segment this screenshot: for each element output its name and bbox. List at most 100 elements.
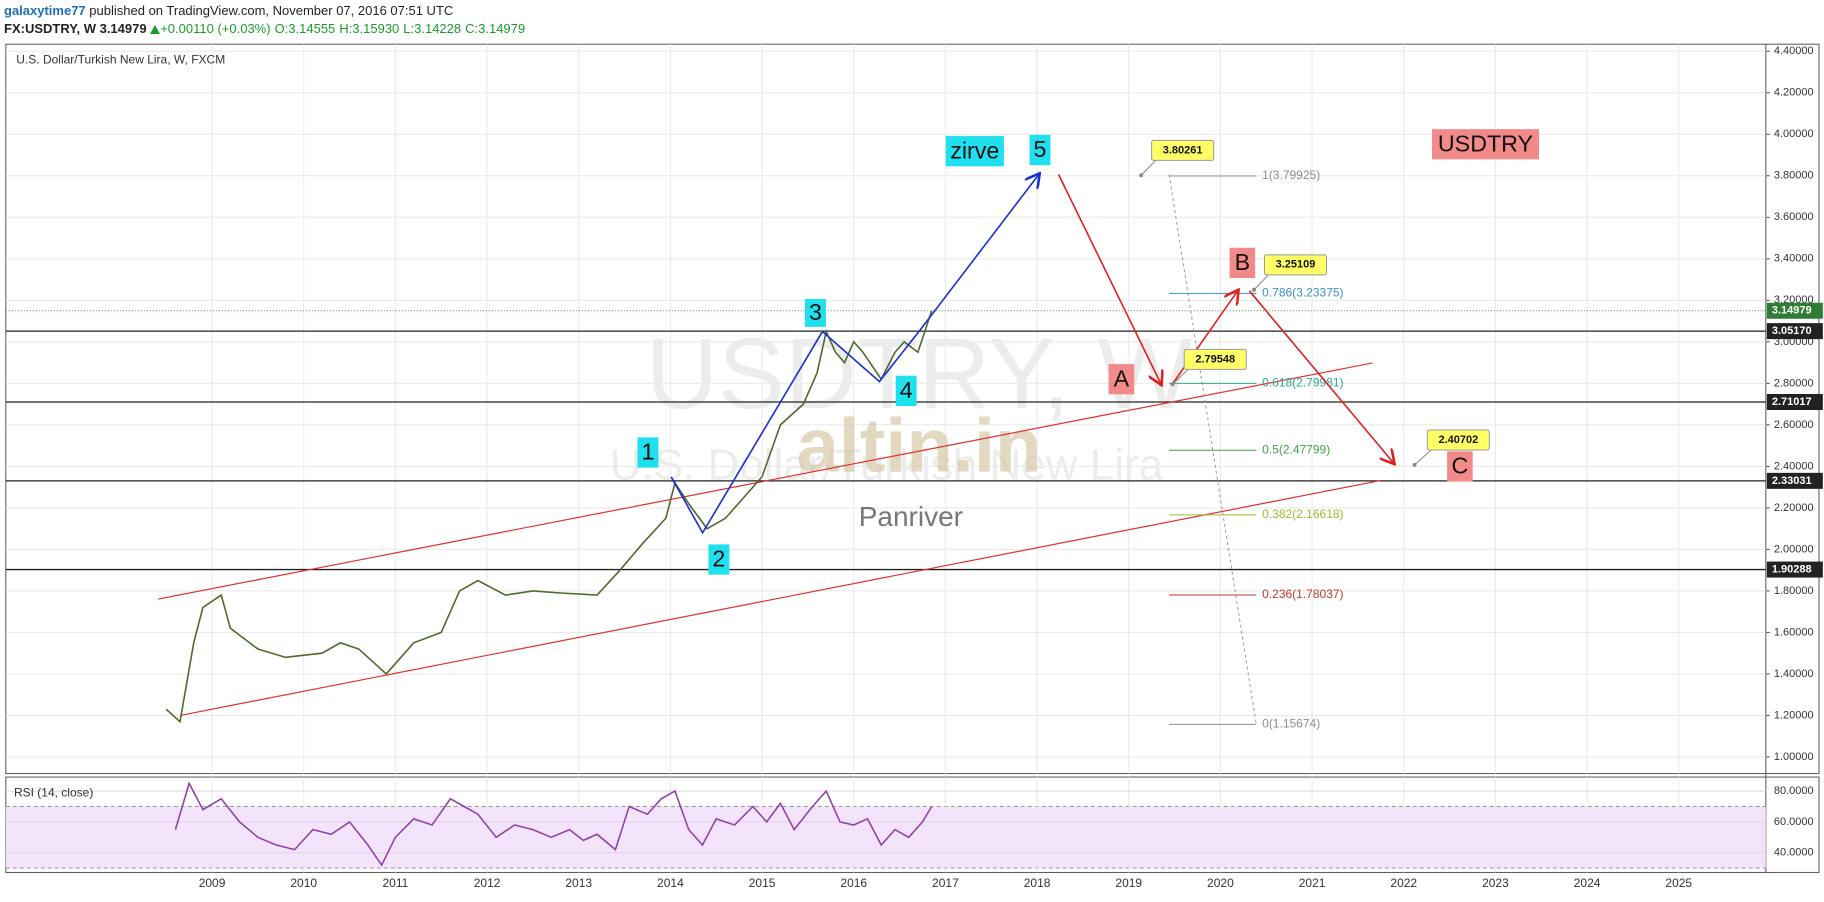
last-price-box xyxy=(1766,302,1823,319)
fib-trend xyxy=(1168,174,1257,725)
chart-title: U.S. Dollar/Turkish New Lira, W, FXCM xyxy=(16,53,225,67)
y-tick-label: 80.0000 xyxy=(1774,785,1814,797)
annotation-box xyxy=(804,298,826,327)
level-label: 1.90288 xyxy=(1772,563,1812,575)
up-icon xyxy=(150,25,161,35)
callout-label: 2.79548 xyxy=(1195,353,1235,365)
level-label: 2.33031 xyxy=(1772,475,1812,487)
x-tick-label: 2017 xyxy=(932,876,959,890)
annotation: zirve xyxy=(950,137,999,163)
x-tick-label: 2018 xyxy=(1024,876,1051,890)
callout-anchor xyxy=(1252,287,1256,292)
x-tick-label: 2025 xyxy=(1665,876,1692,890)
fib-label: 1(3.79925) xyxy=(1262,168,1320,182)
annotation: B xyxy=(1235,249,1251,275)
annotation-box xyxy=(1229,247,1256,279)
level-label-box xyxy=(1766,323,1823,340)
level-label: 2.71017 xyxy=(1772,396,1812,408)
callout-anchor xyxy=(1139,173,1144,178)
y-tick-label: 2.80000 xyxy=(1774,377,1814,389)
signature: Panriver xyxy=(859,501,963,532)
y-tick-label: 1.20000 xyxy=(1774,709,1814,721)
y-tick-label: 60.0000 xyxy=(1774,816,1814,828)
x-tick-label: 2021 xyxy=(1299,876,1326,890)
fib-label: 0.786(3.23375) xyxy=(1262,286,1343,300)
y-tick-label: 4.20000 xyxy=(1774,87,1814,99)
annotation-box xyxy=(1447,451,1473,482)
callout-box xyxy=(1426,429,1490,451)
callout-label: 3.80261 xyxy=(1163,144,1203,156)
y-tick-label: 2.00000 xyxy=(1774,543,1814,555)
fib-label: 0.382(2.16618) xyxy=(1262,507,1343,521)
callout-pointer xyxy=(1172,367,1191,385)
y-tick-label: 1.60000 xyxy=(1774,626,1814,638)
annotation: 5 xyxy=(1033,136,1046,162)
y-tick-label: 4.40000 xyxy=(1774,45,1814,57)
header-line-1: galaxytime77 published on TradingView.co… xyxy=(4,2,525,20)
annotation: 2 xyxy=(712,546,725,572)
y-tick-label: 3.40000 xyxy=(1774,253,1814,265)
logo: altin.in xyxy=(797,403,1042,488)
x-tick-label: 2012 xyxy=(474,876,501,890)
annotation-box xyxy=(945,136,1004,167)
last-price-label: 3.14979 xyxy=(1772,305,1812,317)
annotation: 4 xyxy=(900,377,913,403)
level-label-box xyxy=(1766,472,1823,489)
annotation-box xyxy=(1431,129,1539,160)
watermark: USDTRY, W xyxy=(646,318,1193,430)
annotation-box xyxy=(895,375,917,406)
x-tick-label: 2024 xyxy=(1574,876,1601,890)
x-tick-label: 2016 xyxy=(840,876,867,890)
callout-anchor xyxy=(1412,462,1417,467)
header-line-2: FX:USDTRY, W 3.14979 +0.00110 (+0.03%) O:… xyxy=(4,20,525,38)
open: O:3.14555 xyxy=(274,21,336,36)
projection-arrow xyxy=(1248,290,1393,463)
level-label: 3.05170 xyxy=(1772,325,1812,337)
fib-label: 0.5(2.47799) xyxy=(1262,442,1330,456)
annotation-box xyxy=(1108,364,1135,395)
annotation: A xyxy=(1114,365,1130,391)
callout-box xyxy=(1263,254,1327,276)
high: H:3.15930 xyxy=(339,21,400,36)
fib-label: 0(1.15674) xyxy=(1262,717,1320,731)
callout-pointer xyxy=(1414,447,1434,466)
x-tick-label: 2014 xyxy=(657,876,684,890)
projection-arrow xyxy=(1057,174,1161,383)
annotation-box xyxy=(708,544,730,575)
annotation: USDTRY xyxy=(1438,130,1533,156)
annotation: C xyxy=(1451,453,1468,479)
change: +0.00110 (+0.03%) xyxy=(160,21,271,36)
callout-label: 3.25109 xyxy=(1276,259,1316,271)
x-tick-label: 2010 xyxy=(290,876,317,890)
projection-arrow xyxy=(1171,291,1238,385)
x-tick-label: 2020 xyxy=(1207,876,1234,890)
price-line xyxy=(174,781,933,867)
level-label-box xyxy=(1766,394,1823,411)
rsi-title: RSI (14, close) xyxy=(14,786,93,800)
y-tick-label: 1.80000 xyxy=(1774,585,1814,597)
y-tick-label: 4.00000 xyxy=(1774,128,1814,140)
price-pane xyxy=(5,43,1820,775)
y-tick-label: 2.40000 xyxy=(1774,460,1814,472)
close: C:3.14979 xyxy=(465,21,526,36)
callout-box xyxy=(1151,139,1215,161)
author[interactable]: galaxytime77 xyxy=(4,3,86,18)
x-tick-label: 2022 xyxy=(1390,876,1417,890)
annotation-box xyxy=(1029,134,1051,166)
callout-anchor xyxy=(1170,382,1175,387)
x-tick-label: 2015 xyxy=(749,876,776,890)
y-tick-label: 1.00000 xyxy=(1774,751,1814,763)
x-tick-label: 2023 xyxy=(1482,876,1509,890)
header: galaxytime77 published on TradingView.co… xyxy=(4,2,525,38)
x-tick-label: 2011 xyxy=(382,876,408,890)
x-tick-label: 2009 xyxy=(199,876,226,890)
y-tick-label: 2.60000 xyxy=(1774,419,1814,431)
annotation: 3 xyxy=(809,299,822,325)
x-tick-label: 2013 xyxy=(565,876,592,890)
low: L:3.14228 xyxy=(403,21,462,36)
channel-line xyxy=(180,479,1381,716)
y-tick-label: 40.0000 xyxy=(1774,847,1814,859)
annotation-box xyxy=(637,437,659,468)
